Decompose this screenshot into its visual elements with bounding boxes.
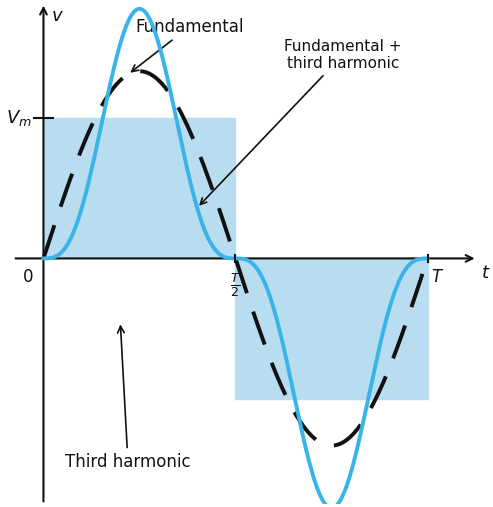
Text: $v$: $v$: [51, 7, 64, 25]
Text: Third harmonic: Third harmonic: [65, 326, 191, 471]
Text: 0: 0: [23, 268, 34, 286]
Text: Fundamental: Fundamental: [132, 18, 244, 71]
Text: $T$: $T$: [431, 268, 445, 286]
Text: $\frac{T}{2}$: $\frac{T}{2}$: [230, 271, 241, 299]
Text: Fundamental +
third harmonic: Fundamental + third harmonic: [200, 39, 402, 204]
Text: $V_m$: $V_m$: [6, 108, 32, 128]
Text: $t$: $t$: [481, 264, 491, 282]
